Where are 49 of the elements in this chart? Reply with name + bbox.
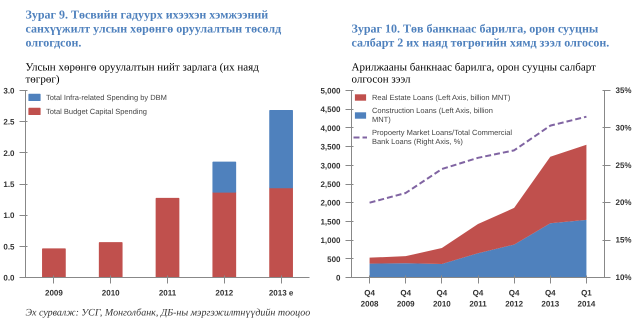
line-series (368, 116, 588, 204)
x-tick-label: Q4 2009 (396, 288, 416, 308)
y-tick-label: 1,500 (320, 217, 342, 226)
y-tick-label: 5,000 (320, 86, 342, 96)
x-tick-label: 2010 (102, 288, 120, 298)
bar (269, 187, 293, 278)
y-tick-label: 2.0 (3, 148, 16, 158)
y-tick-label: 1,000 (320, 236, 342, 246)
y-tick-label: 1.5 (3, 180, 16, 189)
x-tick-label: 2009 (45, 288, 64, 298)
bar (212, 192, 236, 278)
y-tick-label: 0.5 (3, 242, 16, 252)
x-tick-label: 2013 e (268, 288, 294, 298)
text: Эх сурвалж: УСГ, Монголбанк, ДБ-ны мэргэжилтнүүдийн тооцоо (26, 308, 310, 318)
chart-subtitle: Арилжааны банкнаас барилга, орон сууцны салбарт олгосон зээл (352, 62, 596, 86)
y2-tick-label: 20% (616, 198, 632, 208)
y-tick-label: 500 (327, 254, 342, 264)
x-tick-label: 2011 (158, 288, 177, 298)
chart-title: Зураг 10. Төв банкнаас барилга, орон сууцны салбарт 2 их наяд төгрөгийн хямд зээл олгосон. (352, 22, 610, 50)
y-tick-label: 4,000 (320, 124, 342, 133)
y-tick-label: 0.0 (3, 274, 16, 282)
x-tick-label: Q4 2010 (432, 288, 452, 308)
y2-tick-label: 25% (616, 160, 632, 170)
x-tick-label: Q4 2012 (505, 288, 524, 308)
y-tick-label: 3,000 (320, 161, 342, 170)
bar (212, 162, 236, 193)
chart-title: Зураг 9. Төсвийн гадуурх ихээхэн хэмжээний санхүүжилт улсын хөрөнгө оруулалтын төсөлд олгогдсон. (26, 8, 282, 50)
y2-tick-label: 35% (616, 86, 632, 95)
y-tick-label: 2,500 (320, 180, 342, 189)
y2-tick-label: 15% (616, 236, 632, 245)
bar (269, 110, 293, 188)
y-tick-label: 0 (336, 274, 342, 282)
bar (98, 242, 123, 278)
chart-subtitle: Улсын хөрөнгө оруулалтын нийт зарлага (их наяд төгрөг) (26, 62, 260, 86)
y-tick-label: 1.0 (3, 211, 16, 220)
x-tick-label: Q4 2011 (469, 288, 488, 308)
y2-tick-label: 10% (616, 273, 632, 282)
bar (42, 248, 66, 278)
y-tick-label: 3.0 (3, 86, 16, 96)
y2-tick-label: 30% (616, 123, 632, 132)
x-tick-label: 2012 (215, 288, 234, 298)
y-tick-label: 2,000 (320, 198, 342, 208)
y-tick-label: 2.5 (3, 118, 16, 127)
x-tick-label: Q4 2008 (360, 288, 380, 308)
y-tick-label: 3,500 (320, 142, 342, 152)
y-tick-label: 4,500 (320, 105, 342, 114)
x-tick-label: Q1 2014 (578, 288, 596, 308)
x-tick-label: Q4 2013 (541, 288, 560, 308)
bar (156, 198, 180, 278)
